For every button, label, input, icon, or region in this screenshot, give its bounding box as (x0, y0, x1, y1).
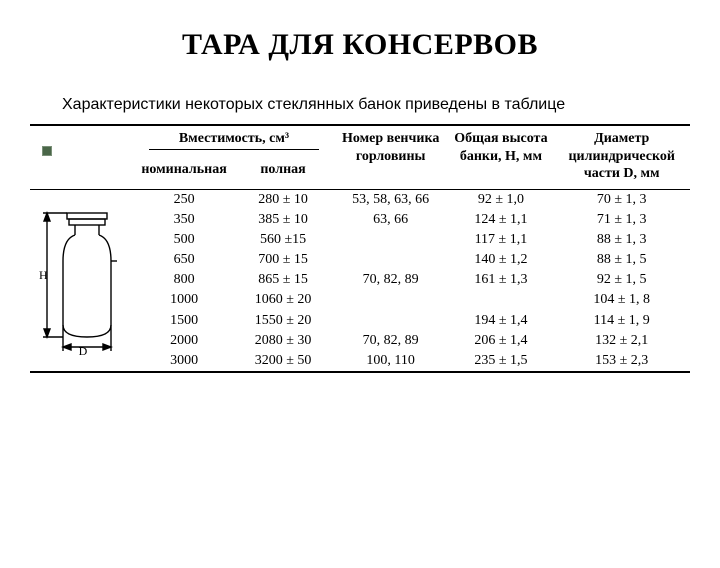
header-jar-image (30, 126, 135, 189)
cell-neck: 70, 82, 89 (333, 331, 449, 351)
cell-full: 2080 ± 30 (233, 331, 333, 351)
cell-h: 161 ± 1,3 (448, 270, 553, 290)
svg-text:H: H (39, 268, 48, 282)
cell-d: 153 ± 2,3 (553, 351, 690, 371)
header-capacity-group: Вместимость, см³ (135, 126, 333, 161)
cell-nom: 650 (135, 250, 233, 270)
cell-neck: 100, 110 (333, 351, 449, 371)
table-header: Вместимость, см³ Номер венчика горловины… (30, 126, 690, 189)
cell-nom: 800 (135, 270, 233, 290)
header-capacity-nominal: номинальная (135, 161, 233, 189)
subtitle-text: Характеристики некоторых стеклянных бано… (62, 96, 720, 114)
specs-table: Вместимость, см³ Номер венчика горловины… (30, 126, 690, 371)
table-body: H D 250 280 ± 10 53, 58, 63, 66 92 ± 1,0… (30, 189, 690, 371)
cell-h: 124 ± 1,1 (448, 210, 553, 230)
cell-h: 235 ± 1,5 (448, 351, 553, 371)
cell-nom: 250 (135, 189, 233, 210)
cell-nom: 1500 (135, 311, 233, 331)
cell-h: 194 ± 1,4 (448, 311, 553, 331)
cell-d: 114 ± 1, 9 (553, 311, 690, 331)
cell-full: 865 ± 15 (233, 270, 333, 290)
page-title: ТАРА ДЛЯ КОНСЕРВОВ (0, 28, 720, 62)
jar-diagram-cell: H D (30, 189, 135, 371)
header-capacity-full: полная (233, 161, 333, 189)
cell-nom: 2000 (135, 331, 233, 351)
cell-h (448, 290, 553, 310)
cell-neck (333, 230, 449, 250)
cell-d: 92 ± 1, 5 (553, 270, 690, 290)
svg-text:D: D (78, 344, 87, 355)
bullet-icon (42, 146, 52, 156)
cell-h: 140 ± 1,2 (448, 250, 553, 270)
header-neck: Номер венчика горловины (333, 126, 449, 189)
cell-full: 385 ± 10 (233, 210, 333, 230)
jar-diagram-icon: H D (37, 205, 129, 355)
cell-neck (333, 250, 449, 270)
specs-table-container: Вместимость, см³ Номер венчика горловины… (30, 124, 690, 373)
cell-h: 92 ± 1,0 (448, 189, 553, 210)
cell-full: 1550 ± 20 (233, 311, 333, 331)
cell-full: 1060 ± 20 (233, 290, 333, 310)
cell-nom: 1000 (135, 290, 233, 310)
cell-d: 132 ± 2,1 (553, 331, 690, 351)
cell-d: 71 ± 1, 3 (553, 210, 690, 230)
table-row: H D 250 280 ± 10 53, 58, 63, 66 92 ± 1,0… (30, 189, 690, 210)
cell-d: 88 ± 1, 3 (553, 230, 690, 250)
cell-neck (333, 311, 449, 331)
cell-neck (333, 290, 449, 310)
cell-full: 700 ± 15 (233, 250, 333, 270)
cell-full: 280 ± 10 (233, 189, 333, 210)
cell-h: 117 ± 1,1 (448, 230, 553, 250)
cell-nom: 350 (135, 210, 233, 230)
cell-full: 560 ±15 (233, 230, 333, 250)
cell-neck: 63, 66 (333, 210, 449, 230)
cell-d: 70 ± 1, 3 (553, 189, 690, 210)
cell-neck: 70, 82, 89 (333, 270, 449, 290)
header-diameter: Диаметр цилиндрической части D, мм (553, 126, 690, 189)
cell-d: 88 ± 1, 5 (553, 250, 690, 270)
cell-neck: 53, 58, 63, 66 (333, 189, 449, 210)
cell-d: 104 ± 1, 8 (553, 290, 690, 310)
cell-h: 206 ± 1,4 (448, 331, 553, 351)
header-height: Общая высота банки, Н, мм (448, 126, 553, 189)
cell-full: 3200 ± 50 (233, 351, 333, 371)
cell-nom: 500 (135, 230, 233, 250)
cell-nom: 3000 (135, 351, 233, 371)
